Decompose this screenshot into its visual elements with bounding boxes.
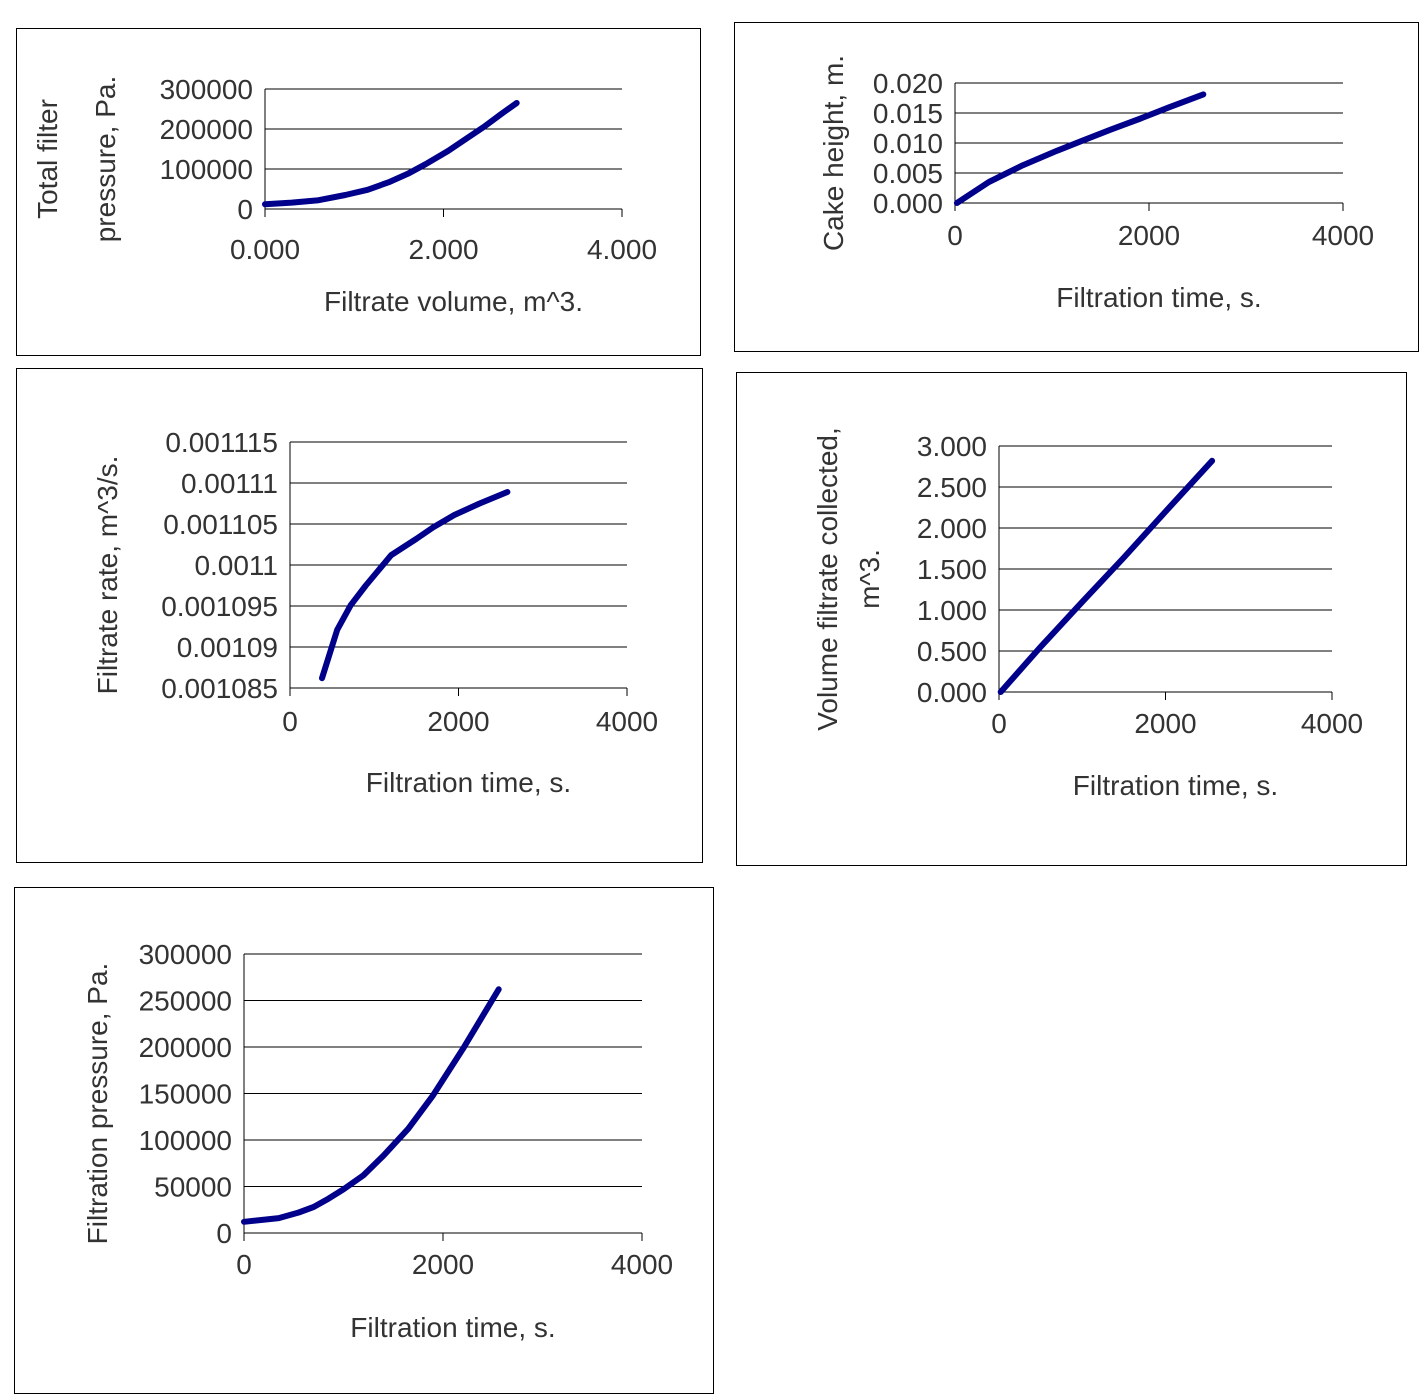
chart-svg: 0.001085 0.00109 0.001095 0.0011 0.001105 0.0… — [92, 427, 658, 798]
y-tick-label: 200000 — [139, 1032, 232, 1063]
x-axis-title: Filtrate volume, m^3. — [324, 286, 583, 317]
x-axis-title: Filtration time, s. — [350, 1312, 555, 1343]
y-tick-label: 0.001095 — [161, 591, 278, 622]
y-tick-label: 1.000 — [917, 595, 987, 626]
x-tick-label: 0 — [947, 220, 963, 251]
chart-panel-volume-collected: 0.000 0.500 1.000 1.500 2.000 2.500 3.000 0 2000… — [736, 372, 1407, 866]
x-tick-label: 0.000 — [230, 234, 300, 265]
y-tick-label: 0.005 — [873, 158, 943, 189]
x-tick-label: 2000 — [412, 1249, 474, 1280]
y-tick-label: 0 — [237, 194, 253, 225]
y-tick-label: 2.000 — [917, 513, 987, 544]
y-tick-label: 0.015 — [873, 98, 943, 129]
x-tick-label: 2000 — [1118, 220, 1180, 251]
y-tick-label: 100000 — [139, 1125, 232, 1156]
y-tick-label: 0.0011 — [194, 550, 278, 581]
y-tick-label: 0.000 — [873, 188, 943, 219]
y-tick-label: 0.020 — [873, 68, 943, 99]
series-line — [241, 986, 502, 1225]
y-tick-label: 0 — [216, 1218, 232, 1249]
y-tick-label: 0.500 — [917, 636, 987, 667]
y-tick-label: 0.00109 — [177, 632, 278, 663]
x-axis-title: Filtration time, s. — [366, 767, 571, 798]
x-tick-label: 2000 — [427, 706, 489, 737]
y-tick-label: 300000 — [160, 74, 253, 105]
series-line — [319, 489, 511, 682]
chart-svg: 0.000 0.500 1.000 1.500 2.000 2.500 3.000 0 2000… — [812, 427, 1363, 801]
y-axis-title: Total filter — [32, 99, 63, 219]
y-axis-title: Cake height, m. — [818, 55, 849, 251]
x-axis-title: Filtration time, s. — [1073, 770, 1278, 801]
chart-panel-pressure-vs-volume: 0 100000 200000 300000 0.000 2.000 4.000 Filtra… — [16, 28, 701, 356]
y-tick-label: 150000 — [139, 1079, 232, 1110]
y-tick-label: 200000 — [160, 114, 253, 145]
chart-svg: 0 50000 100000 150000 200000 250000 300000 0 200… — [82, 939, 673, 1343]
x-tick-label: 2.000 — [408, 234, 478, 265]
y-axis-title: pressure, Pa. — [90, 76, 121, 243]
x-tick-label: 0 — [236, 1249, 252, 1280]
y-tick-label: 0.00111 — [181, 468, 278, 499]
chart-svg: 0 100000 200000 300000 0.000 2.000 4.000Filtra… — [32, 74, 657, 317]
y-axis-title: Filtration pressure, Pa. — [82, 963, 113, 1245]
y-tick-label: 300000 — [139, 939, 232, 970]
y-tick-label: 2.500 — [917, 472, 987, 503]
x-axis-title: Filtration time, s. — [1056, 282, 1261, 313]
chart-panel-cake-height: 0.000 0.005 0.010 0.015 0.020 0 2000 4000 Filtra… — [734, 22, 1419, 352]
y-tick-label: 0.000 — [917, 677, 987, 708]
y-axis-title: m^3. — [854, 549, 885, 609]
y-tick-label: 0.010 — [873, 128, 943, 159]
chart-panel-filtrate-rate: 0.001085 0.00109 0.001095 0.0011 0.001105 0.0… — [16, 368, 703, 863]
x-tick-label: 4000 — [1301, 708, 1363, 739]
x-tick-label: 4000 — [596, 706, 658, 737]
y-tick-label: 100000 — [160, 154, 253, 185]
x-tick-label: 4000 — [611, 1249, 673, 1280]
series-line — [997, 457, 1216, 695]
chart-panel-filtration-pressure: 0 50000 100000 150000 200000 250000 300000 0 200… — [14, 887, 714, 1394]
y-axis-title: Filtrate rate, m^3/s. — [92, 456, 123, 695]
series-line — [262, 100, 520, 208]
x-tick-label: 4.000 — [587, 234, 657, 265]
x-tick-label: 0 — [282, 706, 298, 737]
series-line — [953, 91, 1207, 206]
y-tick-label: 0.001105 — [163, 509, 278, 540]
y-tick-label: 0.001115 — [165, 427, 278, 458]
y-tick-label: 0.001085 — [161, 673, 278, 704]
y-tick-label: 3.000 — [917, 431, 987, 462]
y-axis-title: Volume filtrate collected, — [812, 427, 843, 731]
y-tick-label: 1.500 — [917, 554, 987, 585]
y-tick-label: 250000 — [139, 986, 232, 1017]
x-tick-label: 0 — [991, 708, 1007, 739]
x-tick-label: 4000 — [1312, 220, 1374, 251]
y-tick-label: 50000 — [154, 1172, 232, 1203]
x-tick-label: 2000 — [1134, 708, 1196, 739]
